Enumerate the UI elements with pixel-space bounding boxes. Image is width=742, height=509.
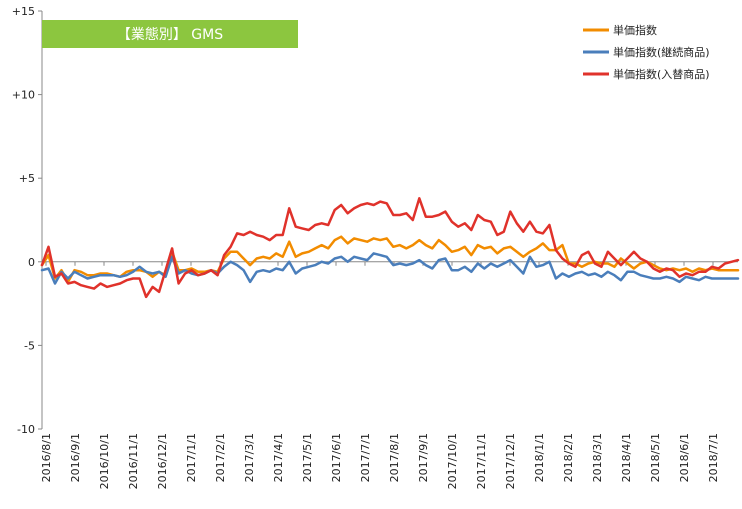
legend-label: 単価指数(継続商品): [613, 45, 710, 59]
x-tick-label: 2017/11/1: [475, 433, 488, 489]
x-tick-label: 2017/9/1: [417, 433, 430, 482]
x-tick-label: 2017/8/1: [388, 433, 401, 482]
series-line-2: [40, 252, 740, 285]
x-tick-label: 2018/4/1: [620, 433, 633, 482]
x-tick-label: 2018/2/1: [562, 433, 575, 482]
x-tick-label: 2017/6/1: [330, 433, 343, 482]
series-line-3: [40, 197, 740, 299]
legend-label: 単価指数(入替商品): [613, 67, 710, 81]
x-tick-label: 2018/1/1: [533, 433, 546, 482]
series-lines: [40, 197, 740, 299]
x-tick-label: 2017/7/1: [359, 433, 372, 482]
x-tick-label: 2017/4/1: [272, 433, 285, 482]
x-tick-label: 2017/3/1: [243, 433, 256, 482]
x-tick-label: 2018/3/1: [591, 433, 604, 482]
y-tick-label: -5: [24, 339, 35, 352]
x-tick-label: 2018/5/1: [649, 433, 662, 482]
legend-label: 単価指数: [613, 23, 657, 37]
x-tick-labels: 2016/8/1 2016/9/1 2016/10/1 2016/11/1 2016/1…: [40, 261, 720, 489]
chart-title: 【業態別】 GMS: [117, 27, 223, 43]
x-tick-label: 2018/6/1: [678, 433, 691, 482]
x-tick-label: 2017/12/1: [504, 433, 517, 489]
x-tick-label: 2016/12/1: [156, 433, 169, 489]
x-tick-label: 2016/11/1: [127, 433, 140, 489]
title-banner-box: [42, 20, 298, 48]
y-tick-label: +10: [12, 89, 35, 102]
x-tick-label: 2017/2/1: [214, 433, 227, 482]
x-tick-label: 2016/9/1: [69, 433, 82, 482]
y-tick-label: -10: [17, 423, 35, 436]
x-tick-label: 2017/1/1: [185, 433, 198, 482]
x-tick-label: 2016/10/1: [98, 433, 111, 489]
y-tick-label: +5: [19, 172, 35, 185]
x-tick-label: 2017/10/1: [446, 433, 459, 489]
y-tick-label: 0: [28, 256, 35, 269]
y-tick-label: +15: [12, 5, 35, 18]
title-banner: 【業態別】 GMS: [42, 20, 298, 48]
x-tick-label: 2016/8/1: [40, 433, 53, 482]
x-tick-label: 2017/5/1: [301, 433, 314, 482]
x-tick-label: 2018/7/1: [707, 433, 720, 482]
y-tick-labels: +15 +10 +5 0 -5 -10: [12, 5, 42, 436]
